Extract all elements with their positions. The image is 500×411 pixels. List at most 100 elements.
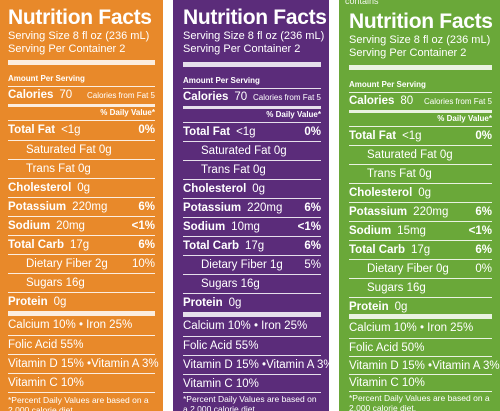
divider	[183, 274, 321, 275]
saturated-fat: Saturated Fat 0g	[201, 145, 287, 157]
divider	[8, 335, 155, 336]
sodium-label: Sodium	[8, 220, 51, 232]
sugars: Sugars 16g	[201, 278, 260, 290]
amount-per-serving: Amount Per Serving	[349, 80, 426, 89]
cholesterol-value: 0g	[418, 187, 432, 199]
divider	[183, 106, 321, 109]
potassium-label: Potassium	[349, 206, 408, 218]
divider	[349, 110, 492, 113]
divider	[349, 240, 492, 241]
trans-fat: Trans Fat 0g	[367, 168, 432, 180]
divider	[183, 392, 321, 393]
divider	[349, 338, 492, 339]
calories-value: 70	[59, 89, 73, 101]
divider	[183, 160, 321, 161]
total-carb-value: 17g	[70, 239, 90, 251]
divider	[349, 183, 492, 184]
divider	[8, 273, 155, 274]
potassium-label: Potassium	[8, 201, 67, 213]
divider	[349, 259, 492, 260]
cholesterol-label: Cholesterol	[8, 182, 72, 194]
divider	[8, 86, 155, 87]
divider	[183, 312, 321, 317]
divider	[183, 336, 321, 337]
total-fat-pct: 0%	[304, 126, 321, 138]
protein-value: 0g	[228, 297, 242, 309]
trans-fat: Trans Fat 0g	[26, 163, 91, 175]
total-carb-pct: 6%	[304, 240, 321, 252]
divider	[8, 311, 155, 316]
sodium-label: Sodium	[183, 221, 226, 233]
divider	[183, 179, 321, 180]
cholesterol-label: Cholesterol	[183, 183, 247, 195]
divider	[349, 126, 492, 127]
top-clipped-text: contains	[345, 0, 379, 6]
total-carb-value: 17g	[245, 240, 265, 252]
nutrition-label-green: contains Nutrition Facts Serving Size 8 …	[339, 0, 500, 411]
divider	[349, 92, 492, 93]
divider	[8, 292, 155, 293]
divider	[349, 65, 492, 70]
calcium-iron: Calcium 10% • Iron 25%	[349, 322, 474, 334]
dietary-fiber-pct: 10%	[131, 258, 155, 270]
sugars: Sugars 16g	[367, 282, 426, 294]
daily-value-header: % Daily Value*	[437, 114, 492, 123]
panel-title: Nutrition Facts	[8, 6, 152, 29]
divider	[349, 374, 492, 375]
cholesterol-value: 0g	[252, 183, 266, 195]
divider	[8, 235, 155, 236]
potassium-value: 220mg	[413, 206, 449, 218]
divider	[8, 159, 155, 160]
vitamin-d-a: Vitamin D 15% •Vitamin A 3%	[349, 360, 500, 372]
dietary-fiber: Dietary Fiber 1g	[201, 259, 283, 271]
divider	[8, 140, 155, 141]
sodium-value: 20mg	[56, 220, 85, 232]
divider	[183, 122, 321, 123]
divider	[183, 217, 321, 218]
divider	[349, 297, 492, 298]
footnote: *Percent Daily Values are based on a 2,0…	[183, 394, 317, 411]
sodium-label: Sodium	[349, 225, 392, 237]
footnote: *Percent Daily Values are based on a 2,0…	[349, 393, 490, 411]
nutrition-label-orange: Nutrition Facts Serving Size 8 fl oz (23…	[0, 0, 163, 411]
divider	[349, 145, 492, 146]
divider	[8, 197, 155, 198]
amount-per-serving: Amount Per Serving	[183, 76, 260, 85]
vitamin-d-a: Vitamin D 15% •Vitamin A 3%	[8, 358, 159, 370]
sodium-value: 15mg	[397, 225, 426, 237]
vitamin-c: Vitamin C 10%	[183, 378, 259, 390]
divider	[8, 254, 155, 255]
calcium-iron: Calcium 10% • Iron 25%	[183, 320, 308, 332]
divider	[8, 178, 155, 179]
serving-size: Serving Size 8 fl oz (236 mL)	[183, 30, 325, 42]
divider	[8, 373, 155, 374]
amount-per-serving: Amount Per Serving	[8, 74, 85, 83]
divider	[8, 60, 155, 65]
daily-value-header: % Daily Value*	[266, 110, 321, 119]
divider	[183, 374, 321, 375]
sugars: Sugars 16g	[26, 277, 85, 289]
protein-value: 0g	[394, 301, 408, 313]
calories-from-fat: Calories from Fat 5	[423, 96, 492, 106]
divider	[8, 354, 155, 355]
sodium-pct: <1%	[468, 225, 492, 237]
saturated-fat: Saturated Fat 0g	[26, 144, 112, 156]
total-fat-pct: 0%	[138, 124, 155, 136]
folic-acid: Folic Acid 55%	[8, 339, 84, 351]
divider	[183, 293, 321, 294]
protein-value: 0g	[53, 296, 67, 308]
potassium-pct: 6%	[138, 201, 155, 213]
divider	[183, 355, 321, 356]
divider	[8, 216, 155, 217]
divider	[349, 356, 492, 357]
calories-label: Calories	[183, 91, 229, 103]
daily-value-header: % Daily Value*	[100, 108, 155, 117]
dietary-fiber: Dietary Fiber 2g	[26, 258, 108, 270]
divider	[8, 120, 155, 121]
vitamin-d-a: Vitamin D 15% •Vitamin A 3%	[183, 359, 329, 371]
total-fat-label: Total Fat	[183, 126, 231, 138]
panel-title: Nutrition Facts	[349, 10, 493, 33]
divider	[349, 221, 492, 222]
calories-label: Calories	[8, 89, 54, 101]
vitamin-c: Vitamin C 10%	[8, 377, 84, 389]
